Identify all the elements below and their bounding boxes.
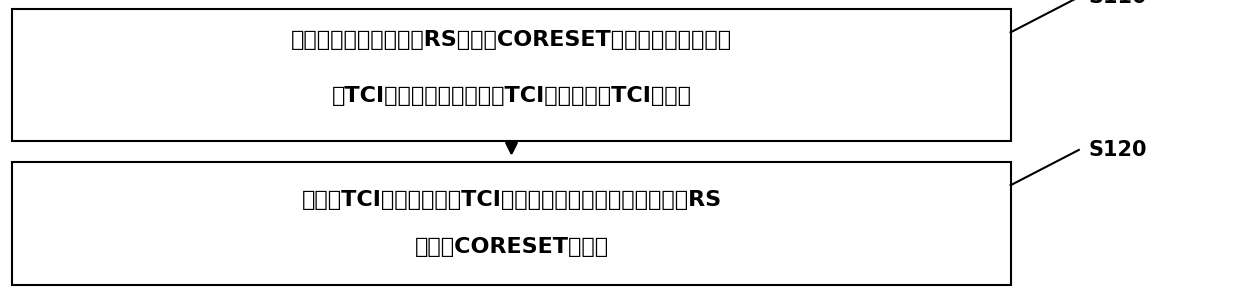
Text: S120: S120 [1089, 140, 1147, 160]
Text: S110: S110 [1089, 0, 1147, 7]
Bar [12, 9, 1011, 141]
Text: 基于链路类型、信道、RS类型或CORESET，从已配置的多个候: 基于链路类型、信道、RS类型或CORESET，从已配置的多个候 [291, 30, 732, 50]
Bar [12, 162, 1011, 285]
Text: 发送该TCI状态表以及该TCI状态表对应的链路类型、信道、RS: 发送该TCI状态表以及该TCI状态表对应的链路类型、信道、RS [301, 190, 722, 210]
Text: 选TCI状态中选择至少一个TCI状态以建立TCI状态表: 选TCI状态中选择至少一个TCI状态以建立TCI状态表 [331, 86, 692, 106]
Text: 类型或CORESET的标识: 类型或CORESET的标识 [414, 237, 609, 257]
